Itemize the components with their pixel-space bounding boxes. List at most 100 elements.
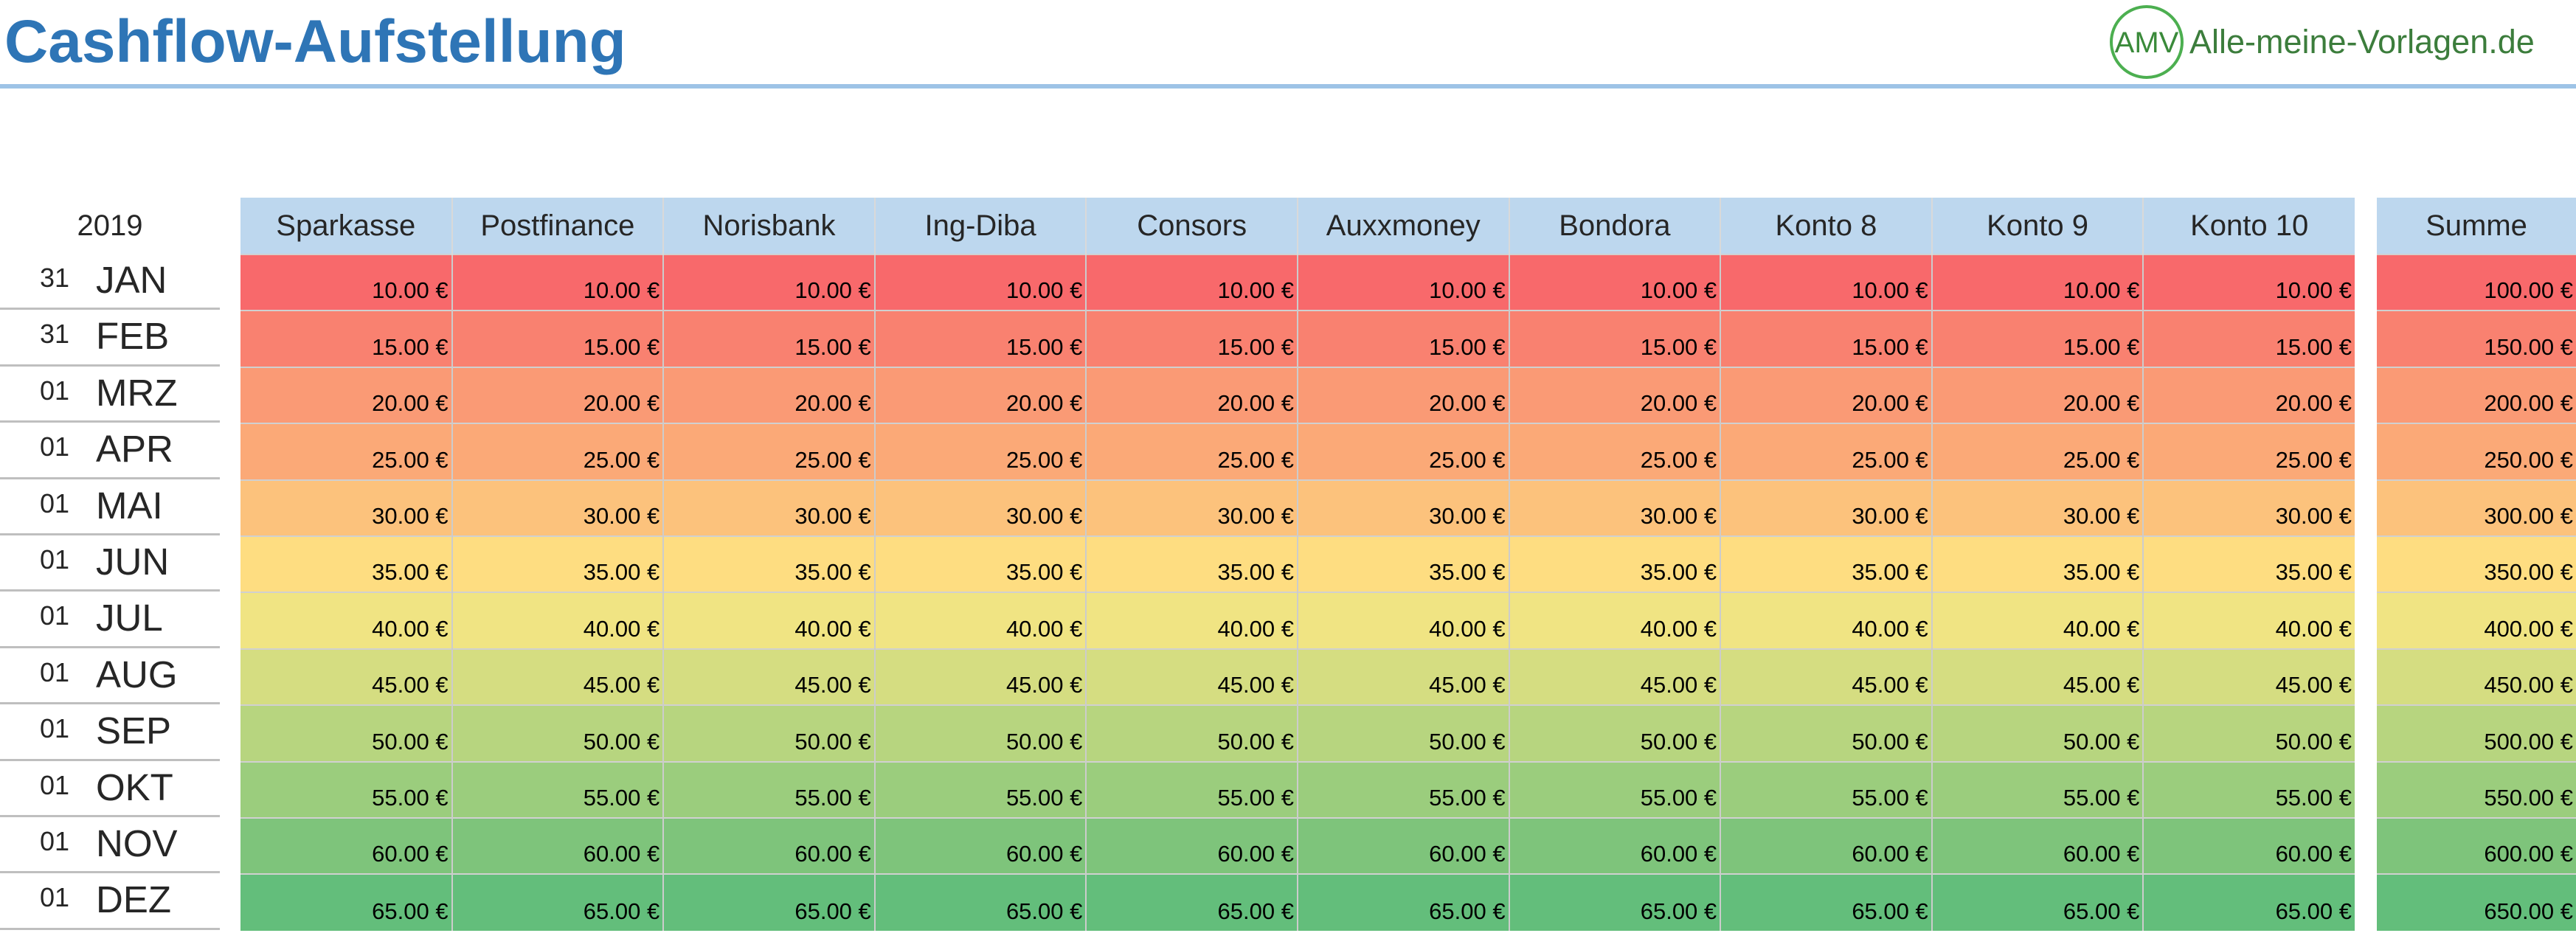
- amount-cell[interactable]: 55.00 €: [1931, 760, 2144, 818]
- amount-cell[interactable]: 15.00 €: [1720, 310, 1933, 367]
- sum-cell[interactable]: 250.00 €: [2377, 423, 2576, 480]
- amount-cell[interactable]: 30.00 €: [874, 479, 1087, 536]
- amount-cell[interactable]: 50.00 €: [451, 704, 665, 762]
- amount-cell[interactable]: 15.00 €: [1086, 310, 1298, 367]
- amount-cell[interactable]: 25.00 €: [240, 423, 453, 480]
- brand-name[interactable]: Alle-meine-Vorlagen.de: [2189, 23, 2535, 60]
- amount-cell[interactable]: 45.00 €: [240, 648, 453, 706]
- amount-cell[interactable]: 60.00 €: [1509, 816, 1722, 875]
- amount-cell[interactable]: 25.00 €: [1931, 423, 2144, 480]
- amount-cell[interactable]: 35.00 €: [663, 535, 876, 593]
- amount-cell[interactable]: 10.00 €: [1086, 253, 1298, 311]
- amount-cell[interactable]: 55.00 €: [451, 760, 665, 818]
- sum-cell[interactable]: 500.00 €: [2377, 704, 2576, 762]
- amount-cell[interactable]: 30.00 €: [240, 479, 453, 536]
- amount-cell[interactable]: 10.00 €: [240, 253, 453, 311]
- amount-cell[interactable]: 15.00 €: [240, 310, 453, 367]
- amount-cell[interactable]: 60.00 €: [1297, 816, 1510, 875]
- amount-cell[interactable]: 50.00 €: [1931, 704, 2144, 762]
- amount-cell[interactable]: 45.00 €: [1086, 648, 1298, 706]
- amount-cell[interactable]: 20.00 €: [874, 366, 1087, 424]
- amount-cell[interactable]: 35.00 €: [1720, 535, 1933, 593]
- amount-cell[interactable]: 30.00 €: [1931, 479, 2144, 536]
- sum-cell[interactable]: 350.00 €: [2377, 535, 2576, 593]
- amount-cell[interactable]: 20.00 €: [240, 366, 453, 424]
- amount-cell[interactable]: 50.00 €: [1509, 704, 1722, 762]
- amount-cell[interactable]: 25.00 €: [1297, 423, 1510, 480]
- amount-cell[interactable]: 15.00 €: [2143, 310, 2355, 367]
- amount-cell[interactable]: 20.00 €: [1297, 366, 1510, 424]
- amount-cell[interactable]: 50.00 €: [240, 704, 453, 762]
- amount-cell[interactable]: 20.00 €: [2143, 366, 2355, 424]
- amount-cell[interactable]: 15.00 €: [663, 310, 876, 367]
- amount-cell[interactable]: 45.00 €: [1720, 648, 1933, 706]
- amount-cell[interactable]: 35.00 €: [1931, 535, 2144, 593]
- amount-cell[interactable]: 20.00 €: [451, 366, 665, 424]
- amount-cell[interactable]: 10.00 €: [451, 253, 665, 311]
- amount-cell[interactable]: 20.00 €: [663, 366, 876, 424]
- amount-cell[interactable]: 45.00 €: [2143, 648, 2355, 706]
- amount-cell[interactable]: 55.00 €: [1509, 760, 1722, 818]
- amount-cell[interactable]: 65.00 €: [240, 873, 453, 931]
- amount-cell[interactable]: 65.00 €: [1297, 873, 1510, 931]
- amount-cell[interactable]: 65.00 €: [1931, 873, 2144, 931]
- amount-cell[interactable]: 50.00 €: [2143, 704, 2355, 762]
- sum-cell[interactable]: 450.00 €: [2377, 648, 2576, 706]
- amount-cell[interactable]: 35.00 €: [1297, 535, 1510, 593]
- amount-cell[interactable]: 60.00 €: [240, 816, 453, 875]
- amount-cell[interactable]: 10.00 €: [874, 253, 1087, 311]
- amount-cell[interactable]: 25.00 €: [874, 423, 1087, 480]
- amount-cell[interactable]: 20.00 €: [1931, 366, 2144, 424]
- sum-cell[interactable]: 100.00 €: [2377, 253, 2576, 311]
- amount-cell[interactable]: 30.00 €: [1509, 479, 1722, 536]
- amount-cell[interactable]: 40.00 €: [663, 592, 876, 649]
- amount-cell[interactable]: 50.00 €: [874, 704, 1087, 762]
- amount-cell[interactable]: 40.00 €: [1509, 592, 1722, 649]
- amount-cell[interactable]: 45.00 €: [1509, 648, 1722, 706]
- amount-cell[interactable]: 30.00 €: [451, 479, 665, 536]
- brand[interactable]: AMV Alle-meine-Vorlagen.de: [2108, 3, 2535, 81]
- amount-cell[interactable]: 65.00 €: [1086, 873, 1298, 931]
- amount-cell[interactable]: 60.00 €: [1720, 816, 1933, 875]
- amount-cell[interactable]: 55.00 €: [874, 760, 1087, 818]
- amount-cell[interactable]: 25.00 €: [1509, 423, 1722, 480]
- amount-cell[interactable]: 45.00 €: [1931, 648, 2144, 706]
- amount-cell[interactable]: 25.00 €: [663, 423, 876, 480]
- amount-cell[interactable]: 65.00 €: [1720, 873, 1933, 931]
- amount-cell[interactable]: 55.00 €: [1720, 760, 1933, 818]
- amount-cell[interactable]: 35.00 €: [1509, 535, 1722, 593]
- sum-cell[interactable]: 150.00 €: [2377, 310, 2576, 367]
- amount-cell[interactable]: 35.00 €: [451, 535, 665, 593]
- amount-cell[interactable]: 45.00 €: [663, 648, 876, 706]
- amount-cell[interactable]: 60.00 €: [1931, 816, 2144, 875]
- amount-cell[interactable]: 20.00 €: [1086, 366, 1298, 424]
- amount-cell[interactable]: 65.00 €: [451, 873, 665, 931]
- amount-cell[interactable]: 30.00 €: [1086, 479, 1298, 536]
- amount-cell[interactable]: 25.00 €: [451, 423, 665, 480]
- amount-cell[interactable]: 10.00 €: [1720, 253, 1933, 311]
- amount-cell[interactable]: 55.00 €: [2143, 760, 2355, 818]
- amount-cell[interactable]: 10.00 €: [1509, 253, 1722, 311]
- amount-cell[interactable]: 65.00 €: [663, 873, 876, 931]
- amount-cell[interactable]: 65.00 €: [2143, 873, 2355, 931]
- amount-cell[interactable]: 60.00 €: [451, 816, 665, 875]
- amount-cell[interactable]: 15.00 €: [1297, 310, 1510, 367]
- amount-cell[interactable]: 50.00 €: [1297, 704, 1510, 762]
- amount-cell[interactable]: 45.00 €: [874, 648, 1087, 706]
- amount-cell[interactable]: 15.00 €: [1509, 310, 1722, 367]
- amount-cell[interactable]: 40.00 €: [874, 592, 1087, 649]
- amount-cell[interactable]: 50.00 €: [1720, 704, 1933, 762]
- amount-cell[interactable]: 35.00 €: [240, 535, 453, 593]
- amount-cell[interactable]: 50.00 €: [1086, 704, 1298, 762]
- amount-cell[interactable]: 55.00 €: [663, 760, 876, 818]
- amount-cell[interactable]: 15.00 €: [1931, 310, 2144, 367]
- sum-cell[interactable]: 200.00 €: [2377, 366, 2576, 424]
- amount-cell[interactable]: 30.00 €: [1297, 479, 1510, 536]
- amount-cell[interactable]: 50.00 €: [663, 704, 876, 762]
- amount-cell[interactable]: 15.00 €: [451, 310, 665, 367]
- amount-cell[interactable]: 40.00 €: [451, 592, 665, 649]
- sum-cell[interactable]: 400.00 €: [2377, 592, 2576, 649]
- sum-cell[interactable]: 600.00 €: [2377, 816, 2576, 875]
- amount-cell[interactable]: 60.00 €: [874, 816, 1087, 875]
- amount-cell[interactable]: 25.00 €: [1720, 423, 1933, 480]
